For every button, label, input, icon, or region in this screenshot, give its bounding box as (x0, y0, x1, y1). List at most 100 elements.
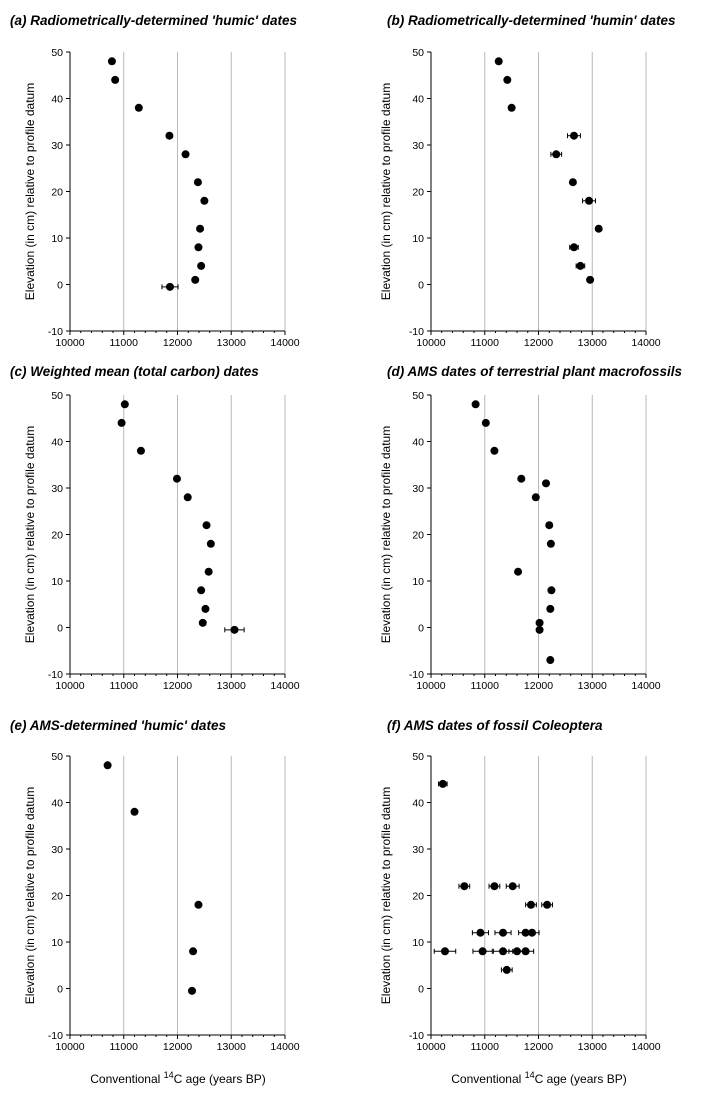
data-point (191, 275, 200, 284)
y-tick-label: -10 (48, 326, 63, 338)
data-point (508, 882, 517, 891)
y-tick-label: 50 (51, 390, 63, 402)
x-tick-label: 10000 (55, 1041, 84, 1053)
x-tick-label: 14000 (270, 337, 299, 349)
data-point (594, 224, 603, 233)
y-tick-label: 10 (412, 233, 424, 245)
data-point (117, 418, 126, 427)
panel-b: (b) Radiometrically-determined 'humin' d… (379, 13, 676, 349)
panel-title: (c) Weighted mean (total carbon) dates (10, 364, 259, 379)
data-point (197, 586, 206, 595)
data-point (494, 57, 503, 66)
x-tick-label: 10000 (55, 680, 84, 692)
data-point (440, 947, 449, 956)
panel-title: (a) Radiometrically-determined 'humic' d… (10, 13, 297, 28)
y-tick-label: 40 (412, 94, 424, 106)
y-tick-label: 30 (412, 483, 424, 495)
y-tick-label: 0 (418, 280, 424, 292)
y-axis-label: Elevation (in cm) relative to profile da… (23, 426, 37, 643)
data-point (120, 400, 129, 409)
y-tick-label: 0 (57, 623, 63, 635)
data-point (197, 261, 206, 270)
data-point (503, 75, 512, 84)
y-tick-label: 20 (51, 187, 63, 199)
y-tick-label: 50 (51, 751, 63, 763)
x-tick-label: 12000 (163, 337, 192, 349)
x-tick-label: 14000 (270, 680, 299, 692)
x-tick-label: 13000 (217, 1041, 246, 1053)
y-tick-label: 40 (412, 798, 424, 810)
y-tick-label: 0 (418, 984, 424, 996)
x-tick-label: 11000 (471, 680, 500, 692)
data-point (546, 604, 555, 613)
y-tick-label: 20 (51, 891, 63, 903)
data-point (585, 196, 594, 205)
y-axis-label: Elevation (in cm) relative to profile da… (23, 787, 37, 1004)
data-point (204, 567, 213, 576)
x-tick-label: 14000 (631, 337, 660, 349)
y-tick-label: 30 (51, 483, 63, 495)
data-point (552, 150, 561, 159)
data-point (490, 446, 499, 455)
x-tick-label: 13000 (578, 1041, 607, 1053)
data-point (107, 57, 116, 66)
y-tick-label: 20 (412, 891, 424, 903)
x-tick-label: 10000 (416, 337, 445, 349)
data-point (183, 493, 192, 502)
y-tick-label: 10 (51, 576, 63, 588)
data-point (202, 521, 211, 530)
data-point (103, 761, 112, 770)
data-point (438, 779, 447, 788)
panel-title: (f) AMS dates of fossil Coleoptera (387, 718, 603, 733)
data-point (165, 131, 174, 140)
y-axis-label: Elevation (in cm) relative to profile da… (379, 83, 393, 300)
data-point (111, 75, 120, 84)
panel-e: (e) AMS-determined 'humic' dates -10 0 10 20… (10, 718, 300, 1053)
data-point (546, 539, 555, 548)
x-tick-label: 14000 (631, 1041, 660, 1053)
data-point (134, 103, 143, 112)
y-tick-label: -10 (409, 669, 424, 681)
x-tick-label: 13000 (578, 337, 607, 349)
y-tick-label: 0 (418, 623, 424, 635)
x-tick-label: 11000 (110, 680, 139, 692)
data-point (535, 625, 544, 634)
data-point (172, 474, 181, 483)
x-tick-label: 12000 (163, 680, 192, 692)
y-tick-label: 20 (51, 530, 63, 542)
x-axis-label: Conventional 14C age (years BP) (90, 1070, 265, 1086)
x-tick-label: 12000 (524, 1041, 553, 1053)
data-point (478, 947, 487, 956)
x-tick-label: 12000 (524, 337, 553, 349)
data-point (476, 928, 485, 937)
data-point (130, 807, 139, 816)
x-tick-label: 14000 (631, 680, 660, 692)
data-point (547, 586, 556, 595)
y-tick-label: 40 (51, 94, 63, 106)
x-tick-label: 10000 (416, 1041, 445, 1053)
data-point (206, 539, 215, 548)
data-point (188, 986, 197, 995)
x-axis-label: Conventional 14C age (years BP) (451, 1070, 626, 1086)
data-point (542, 479, 551, 488)
y-tick-label: -10 (409, 326, 424, 338)
y-tick-label: 50 (412, 47, 424, 59)
panel-a: (a) Radiometrically-determined 'humic' d… (10, 13, 300, 349)
y-tick-label: 40 (412, 437, 424, 449)
x-tick-label: 13000 (217, 337, 246, 349)
data-point (460, 882, 469, 891)
y-tick-label: 10 (51, 233, 63, 245)
y-tick-label: 20 (412, 530, 424, 542)
data-point (193, 178, 202, 187)
data-point (499, 947, 508, 956)
x-tick-label: 11000 (471, 1041, 500, 1053)
data-point (568, 178, 577, 187)
data-point (196, 224, 205, 233)
data-point (526, 900, 535, 909)
x-tick-label: 11000 (471, 337, 500, 349)
data-point (531, 493, 540, 502)
data-point (569, 131, 578, 140)
x-tick-label: 11000 (110, 1041, 139, 1053)
data-point (201, 604, 210, 613)
y-tick-label: 50 (412, 751, 424, 763)
